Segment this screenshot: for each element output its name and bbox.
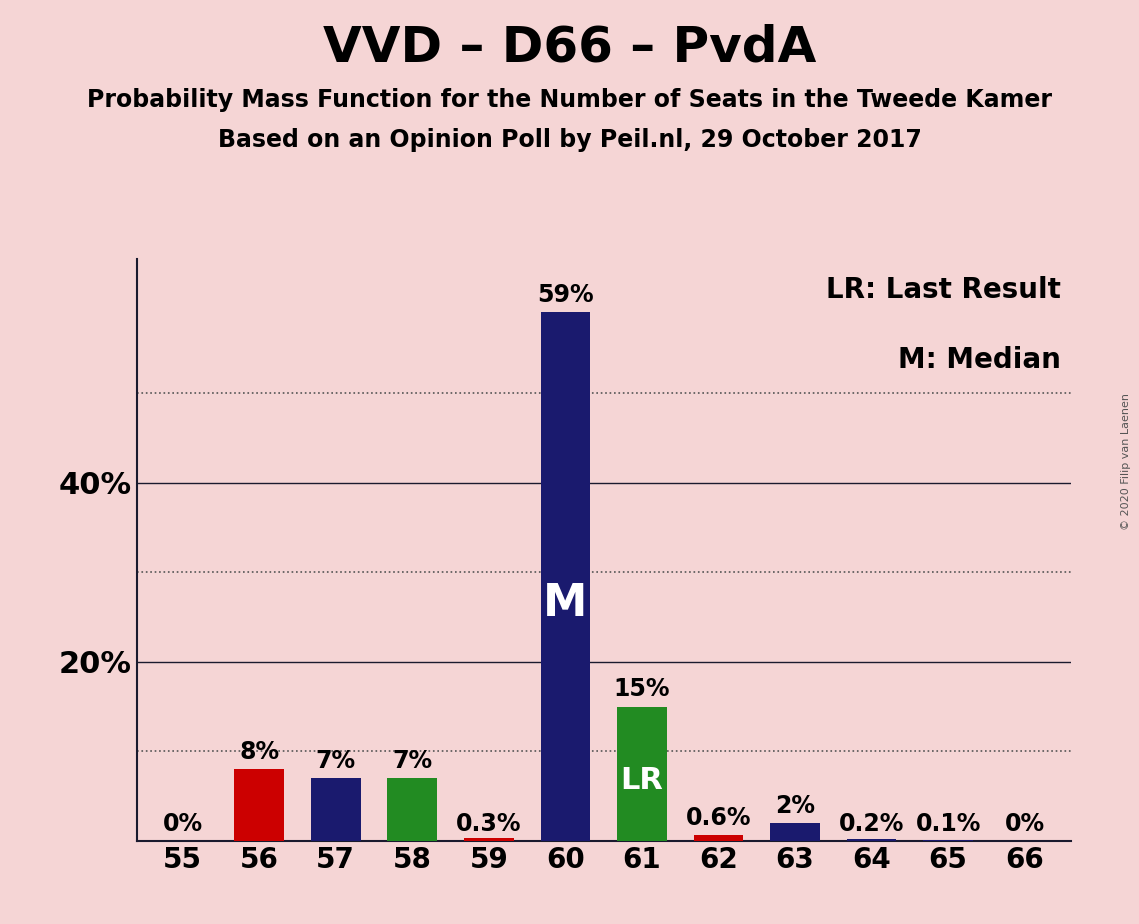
Text: 0%: 0% bbox=[163, 812, 203, 836]
Text: 15%: 15% bbox=[614, 677, 670, 701]
Text: 0.6%: 0.6% bbox=[686, 806, 752, 830]
Bar bbox=[235, 769, 284, 841]
Bar bbox=[464, 838, 514, 841]
Bar bbox=[311, 778, 361, 841]
Text: 7%: 7% bbox=[392, 748, 433, 772]
Text: 59%: 59% bbox=[538, 283, 593, 307]
Text: 0.3%: 0.3% bbox=[456, 812, 522, 836]
Bar bbox=[387, 778, 437, 841]
Text: M: M bbox=[543, 581, 588, 625]
Text: 7%: 7% bbox=[316, 748, 355, 772]
Text: LR: LR bbox=[621, 766, 663, 795]
Bar bbox=[694, 835, 744, 841]
Text: Probability Mass Function for the Number of Seats in the Tweede Kamer: Probability Mass Function for the Number… bbox=[87, 88, 1052, 112]
Text: 2%: 2% bbox=[775, 794, 816, 818]
Text: Based on an Opinion Poll by Peil.nl, 29 October 2017: Based on an Opinion Poll by Peil.nl, 29 … bbox=[218, 128, 921, 152]
Text: 0.1%: 0.1% bbox=[916, 812, 981, 836]
Text: LR: Last Result: LR: Last Result bbox=[827, 276, 1062, 304]
Text: 0%: 0% bbox=[1005, 812, 1044, 836]
Text: 8%: 8% bbox=[239, 740, 279, 764]
Bar bbox=[846, 839, 896, 841]
Text: 0.2%: 0.2% bbox=[839, 812, 904, 836]
Bar bbox=[541, 312, 590, 841]
Text: M: Median: M: Median bbox=[899, 346, 1062, 374]
Text: © 2020 Filip van Laenen: © 2020 Filip van Laenen bbox=[1121, 394, 1131, 530]
Bar bbox=[770, 823, 820, 841]
Text: VVD – D66 – PvdA: VVD – D66 – PvdA bbox=[322, 23, 817, 71]
Bar bbox=[617, 707, 666, 841]
